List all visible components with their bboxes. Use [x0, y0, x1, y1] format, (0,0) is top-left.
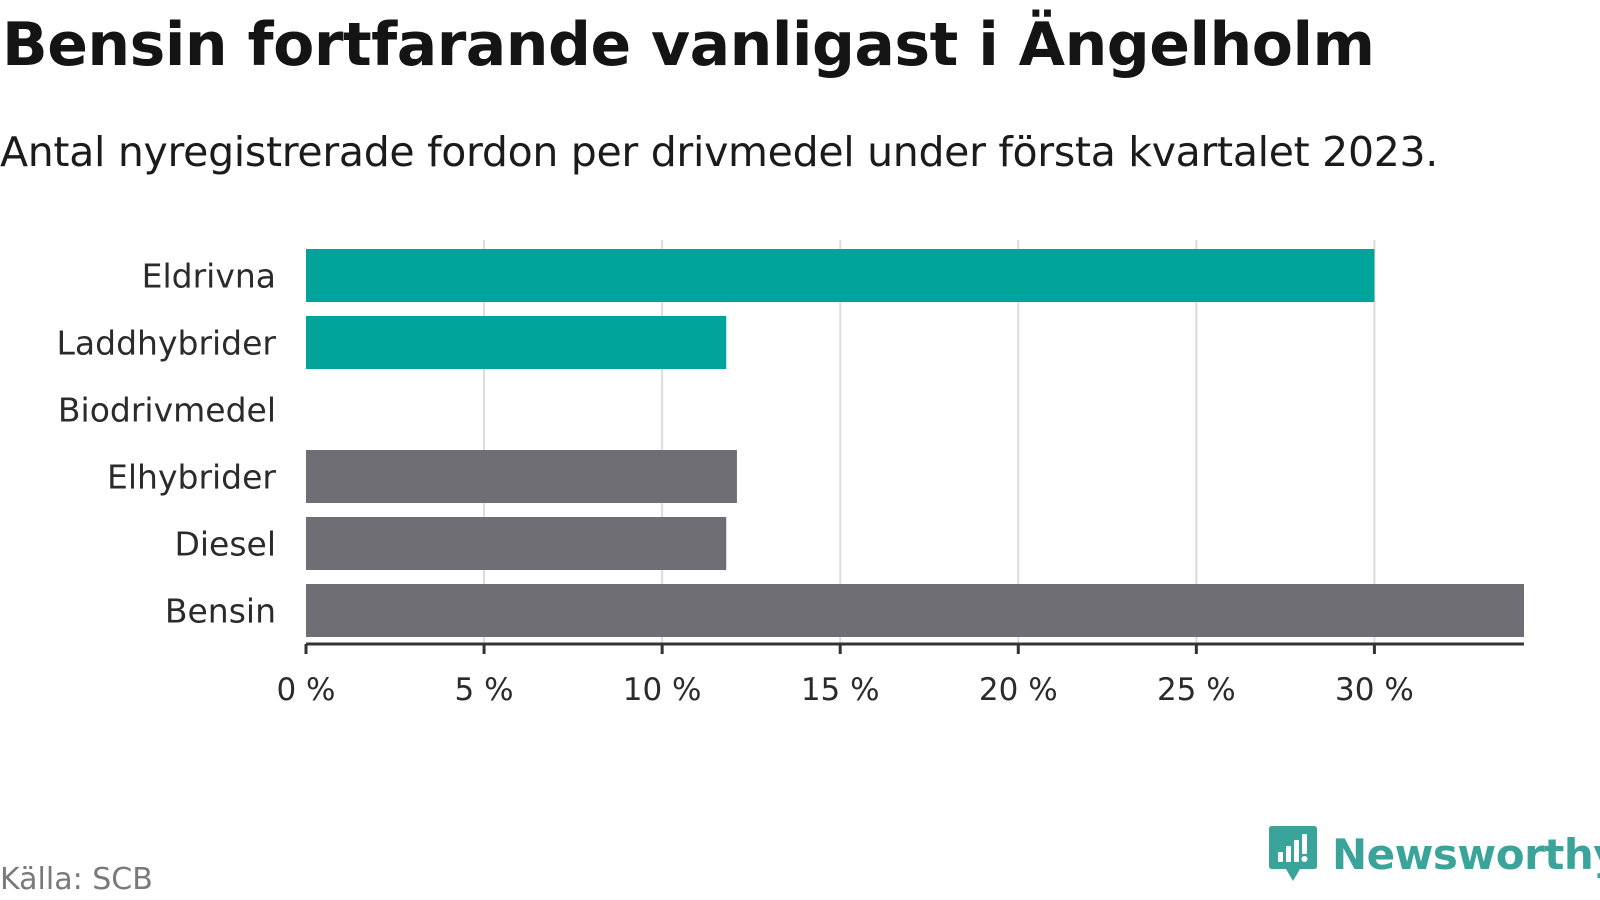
- bar: [306, 450, 737, 503]
- newsworthy-brand: Newsworthy: [1268, 824, 1600, 884]
- bars: [306, 249, 1524, 637]
- category-labels: Eldrivna Laddhybrider Biodrivmedel Elhybrid…: [57, 257, 277, 631]
- category-label: Laddhybrider: [57, 324, 277, 363]
- bar: [306, 584, 1524, 637]
- category-label: Diesel: [174, 525, 276, 564]
- bar-chart: Eldrivna Laddhybrider Biodrivmedel Elhybrid…: [57, 240, 1524, 708]
- brand-name: Newsworthy: [1332, 829, 1600, 879]
- bar: [306, 249, 1375, 302]
- x-tick-label: 30 %: [1335, 672, 1414, 708]
- newsworthy-logo-icon: [1269, 826, 1317, 881]
- x-tick-label: 20 %: [979, 672, 1058, 708]
- bar: [306, 517, 727, 570]
- x-axis: 0 % 5 % 10 % 15 % 20 % 25 % 30 %: [276, 642, 1524, 708]
- chart-title: Bensin fortfarande vanligast i Ängelholm: [2, 10, 1375, 80]
- source-note: Källa: SCB: [0, 862, 153, 897]
- x-tick-label: 25 %: [1157, 672, 1236, 708]
- category-label: Elhybrider: [107, 458, 276, 497]
- x-tick-label: 5 %: [455, 672, 514, 708]
- bar: [306, 316, 727, 369]
- category-label: Bensin: [165, 592, 276, 631]
- gridlines: [483, 240, 1376, 644]
- x-tick-label: 15 %: [801, 672, 880, 708]
- chart-subtitle: Antal nyregistrerade fordon per drivmede…: [0, 128, 1439, 176]
- x-tick-label: 10 %: [623, 672, 702, 708]
- category-label: Biodrivmedel: [58, 391, 276, 430]
- category-label: Eldrivna: [142, 257, 276, 296]
- x-tick-label: 0 %: [276, 672, 335, 708]
